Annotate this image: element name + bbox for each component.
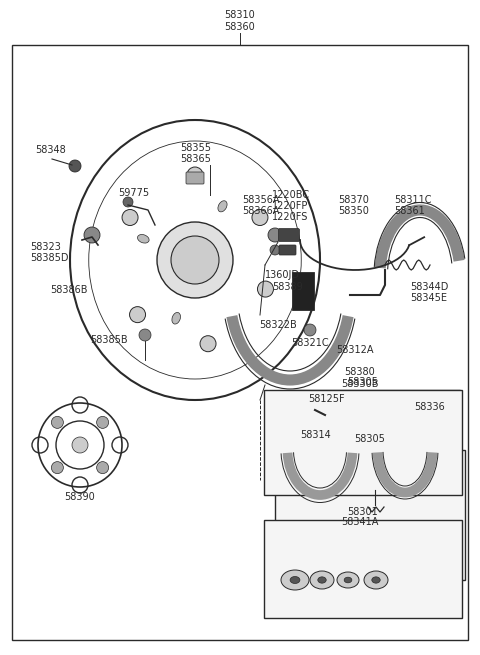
Circle shape [329,421,351,443]
Text: 58355: 58355 [180,143,211,153]
Text: 58356A: 58356A [242,195,279,205]
Circle shape [171,236,219,284]
Text: 58350: 58350 [338,206,369,216]
Text: 59775: 59775 [118,188,149,198]
Circle shape [123,197,133,207]
FancyBboxPatch shape [326,441,348,453]
Text: 58336: 58336 [415,402,445,412]
Text: 58348: 58348 [35,145,66,155]
Circle shape [139,329,151,341]
Bar [292,272,314,310]
Circle shape [394,426,406,438]
Text: 58305: 58305 [355,434,385,444]
Circle shape [270,245,280,255]
Ellipse shape [172,312,180,324]
Text: 58390: 58390 [65,492,96,502]
Text: 58305: 58305 [348,377,378,387]
FancyBboxPatch shape [278,229,300,242]
Text: 58323: 58323 [30,242,61,252]
Text: 1360JD: 1360JD [265,270,300,280]
Ellipse shape [218,200,227,212]
Text: 58345E: 58345E [410,293,447,303]
Circle shape [96,462,108,474]
Text: 58360: 58360 [225,22,255,32]
Text: 58385D: 58385D [30,253,69,263]
Circle shape [51,462,63,474]
Circle shape [314,409,322,417]
Circle shape [427,428,437,438]
FancyBboxPatch shape [186,172,204,184]
Bar [275,450,465,580]
Bar [264,390,462,495]
Text: 58311C: 58311C [394,195,432,205]
Circle shape [317,442,327,452]
Text: 58322B: 58322B [259,320,297,330]
Circle shape [322,414,328,420]
Text: 58341A: 58341A [341,517,379,527]
Text: 1220BC: 1220BC [272,190,310,200]
Circle shape [51,417,63,428]
Text: 1220FS: 1220FS [272,212,308,222]
Bar [293,390,460,490]
Circle shape [439,424,449,434]
Text: 58125F: 58125F [308,394,345,404]
Ellipse shape [372,577,380,583]
Circle shape [252,210,268,225]
Circle shape [187,167,203,183]
Circle shape [334,426,346,438]
Text: 58370: 58370 [338,195,369,205]
Text: 58365: 58365 [180,154,211,164]
Text: 58361: 58361 [394,206,425,216]
Text: 1220FP: 1220FP [272,201,308,211]
Text: 58314: 58314 [300,430,331,440]
Text: 58301: 58301 [348,507,378,517]
Circle shape [72,437,88,453]
Text: 58385B: 58385B [90,335,128,345]
Circle shape [96,417,108,428]
Text: 58344D: 58344D [410,282,448,292]
Circle shape [389,421,411,443]
Text: 58312A: 58312A [336,345,374,355]
Circle shape [122,210,138,225]
Bar [264,520,462,618]
Ellipse shape [364,571,388,589]
Circle shape [69,160,81,172]
Ellipse shape [318,577,326,583]
Circle shape [308,442,318,452]
Circle shape [130,307,145,323]
Ellipse shape [281,570,309,590]
Text: 58321C: 58321C [291,338,329,348]
Circle shape [297,442,307,452]
Text: 58386B: 58386B [50,285,87,295]
Ellipse shape [290,576,300,584]
Circle shape [84,227,100,243]
Circle shape [200,336,216,352]
Text: 58389: 58389 [272,282,303,292]
Ellipse shape [310,571,334,589]
Circle shape [415,424,425,434]
Text: 58310: 58310 [225,10,255,20]
FancyBboxPatch shape [279,245,296,255]
Circle shape [447,430,457,440]
Ellipse shape [337,572,359,588]
Text: 58380: 58380 [345,367,375,377]
FancyBboxPatch shape [343,420,402,444]
Text: 58330B: 58330B [341,379,379,389]
Ellipse shape [137,234,149,243]
Circle shape [257,281,274,297]
Circle shape [268,228,282,242]
Text: 58366A: 58366A [242,206,279,216]
Circle shape [157,222,233,298]
Circle shape [304,324,316,336]
Ellipse shape [344,577,352,583]
